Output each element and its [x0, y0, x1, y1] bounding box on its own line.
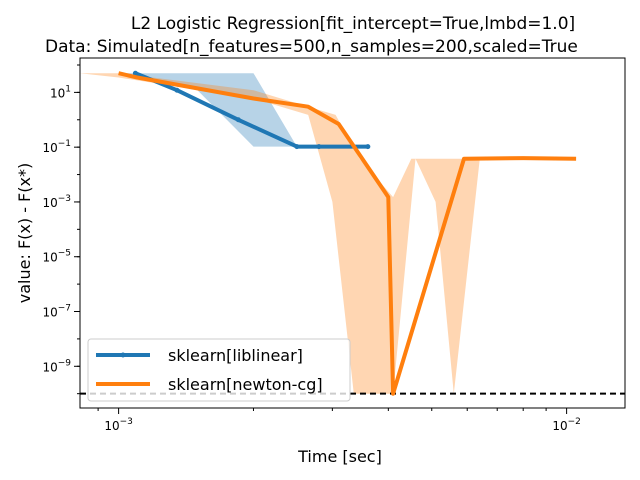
- legend: sklearn[liblinear] sklearn[newton-cg]: [87, 338, 351, 402]
- confidence-bands: [80, 73, 618, 394]
- x-axis-ticks: 10−3 10−2: [97, 408, 581, 433]
- x-tick-label: 10−3: [104, 417, 133, 433]
- band-sklearn-liblinear: [118, 73, 428, 147]
- plot-frame: [79, 57, 626, 409]
- series-line-sklearn-newton-cg: [118, 71, 577, 396]
- y-tick-label: 10−7: [42, 304, 71, 320]
- chart-title: L2 Logistic Regression[fit_intercept=Tru…: [131, 14, 575, 34]
- y-tick-label: 10−3: [42, 194, 71, 210]
- y-tick-label: 10−1: [42, 139, 71, 155]
- y-tick-label: 10−5: [42, 249, 71, 265]
- series-line-sklearn-liblinear: [134, 71, 368, 149]
- band-sklearn-newton-cg: [80, 73, 618, 394]
- point-sklearn-liblinear: [294, 144, 300, 150]
- point-sklearn-liblinear: [316, 144, 322, 150]
- point-sklearn-liblinear: [235, 117, 241, 123]
- legend-label-newton-cg: sklearn[newton-cg]: [168, 375, 323, 394]
- point-sklearn-liblinear: [174, 87, 180, 93]
- point-sklearn-liblinear: [132, 70, 138, 76]
- point-sklearn-liblinear: [365, 144, 371, 150]
- legend-box: [87, 338, 351, 402]
- chart-subtitle: Data: Simulated[n_features=500,n_samples…: [45, 37, 578, 57]
- x-axis-label: Time [sec]: [297, 447, 382, 466]
- series-lines: [118, 70, 577, 396]
- legend-label-liblinear: sklearn[liblinear]: [168, 346, 303, 365]
- x-tick-label: 10−2: [552, 417, 581, 433]
- y-axis-label: value: F(x) - F(x*): [15, 163, 34, 303]
- y-axis-ticks: 101 10−1 10−3 10−5 10−7 10−9: [42, 64, 80, 395]
- y-tick-label: 101: [50, 84, 71, 100]
- legend-marker-liblinear: [120, 352, 126, 358]
- y-tick-label: 10−9: [42, 358, 71, 374]
